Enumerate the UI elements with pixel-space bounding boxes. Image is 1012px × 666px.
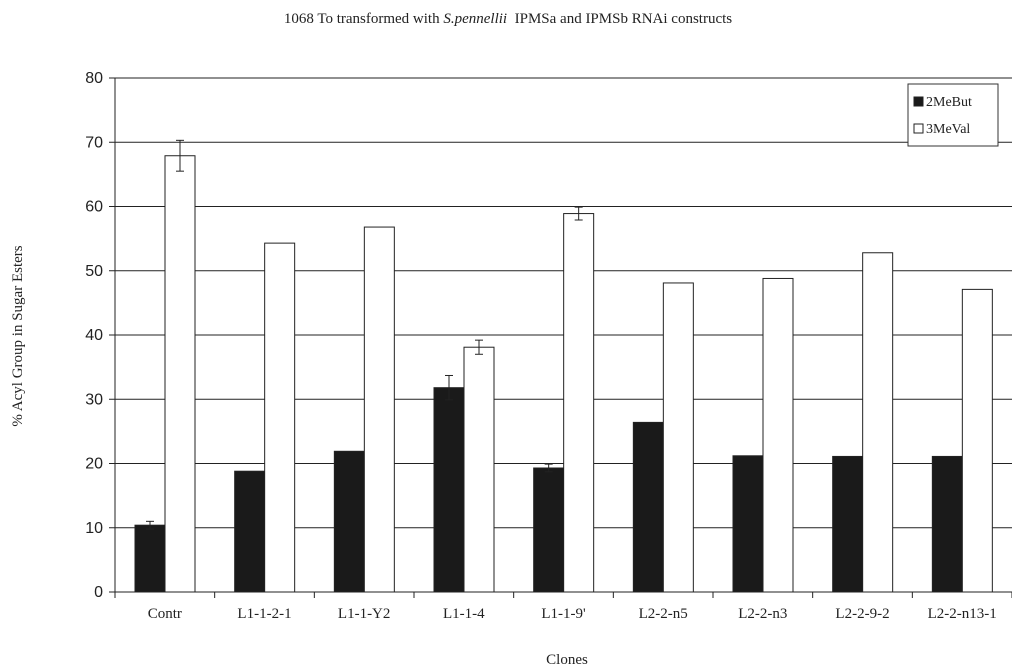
x-tick-label-5: L2-2-n5 xyxy=(639,606,688,622)
bar-2mebut-6 xyxy=(732,455,764,593)
tick-labels: 0 10 20 30 40 50 60 70 80 Contr L1-1-2-1 L1-1-Y2 L1-… xyxy=(85,70,997,622)
bar-2mebut-7 xyxy=(832,455,864,593)
y-tick-label-50: 50 xyxy=(85,263,103,280)
bar-3meval-7 xyxy=(862,252,894,593)
bar-2mebut-8 xyxy=(931,455,963,593)
axes xyxy=(109,77,1012,598)
chart-title: 1068 To transformed with S.pennellii IPM… xyxy=(284,11,732,27)
bar-2mebut-4 xyxy=(533,467,565,593)
bar-2mebut-3 xyxy=(433,387,465,593)
legend-box xyxy=(907,83,999,147)
x-tick-label-6: L2-2-n3 xyxy=(738,606,787,622)
y-tick-label-70: 70 xyxy=(85,134,103,151)
chart-title-suffix: IPMSa and IPMSb RNAi constructs xyxy=(507,11,732,27)
y-axis-label: % Acyl Group in Sugar Esters xyxy=(10,245,26,426)
bar-3meval-2 xyxy=(363,226,395,593)
legend-label-2mebut: 2MeBut xyxy=(926,95,972,110)
y-tick-label-10: 10 xyxy=(85,520,103,537)
bar-3meval-0 xyxy=(164,155,196,593)
y-tick-label-20: 20 xyxy=(85,456,103,473)
bar-3meval-3 xyxy=(463,346,495,593)
y-tick-label-60: 60 xyxy=(85,199,103,216)
x-tick-label-7: L2-2-9-2 xyxy=(835,606,889,622)
y-tick-label-80: 80 xyxy=(85,70,103,87)
bar-3meval-4 xyxy=(563,213,595,593)
legend-swatch-3meval xyxy=(913,123,924,134)
x-tick-label-2: L1-1-Y2 xyxy=(338,606,391,622)
bar-3meval-1 xyxy=(264,242,296,593)
x-tick-label-8: L2-2-n13-1 xyxy=(928,606,997,622)
bar-2mebut-0 xyxy=(134,524,166,593)
bar-2mebut-1 xyxy=(234,470,266,593)
y-tick-label-30: 30 xyxy=(85,391,103,408)
chart-title-species: S.pennellii xyxy=(443,11,507,27)
bar-3meval-6 xyxy=(762,277,794,593)
x-tick-label-1: L1-1-2-1 xyxy=(237,606,291,622)
bars xyxy=(134,139,993,593)
x-tick-label-3: L1-1-4 xyxy=(443,606,485,622)
bar-3meval-5 xyxy=(662,282,694,593)
y-tick-label-0: 0 xyxy=(94,584,103,601)
chart-title-prefix: 1068 To transformed with xyxy=(284,11,444,27)
legend: 2MeBut 3MeVal xyxy=(907,83,999,147)
y-tick-label-40: 40 xyxy=(85,327,103,344)
x-tick-label-4: L1-1-9' xyxy=(541,606,586,622)
x-tick-label-0: Contr xyxy=(148,606,182,622)
bar-2mebut-2 xyxy=(333,450,365,593)
bar-3meval-8 xyxy=(961,288,993,593)
x-axis-label: Clones xyxy=(546,652,588,666)
legend-label-3meval: 3MeVal xyxy=(926,122,970,137)
legend-swatch-2mebut xyxy=(913,96,924,107)
bar-2mebut-5 xyxy=(632,421,664,593)
